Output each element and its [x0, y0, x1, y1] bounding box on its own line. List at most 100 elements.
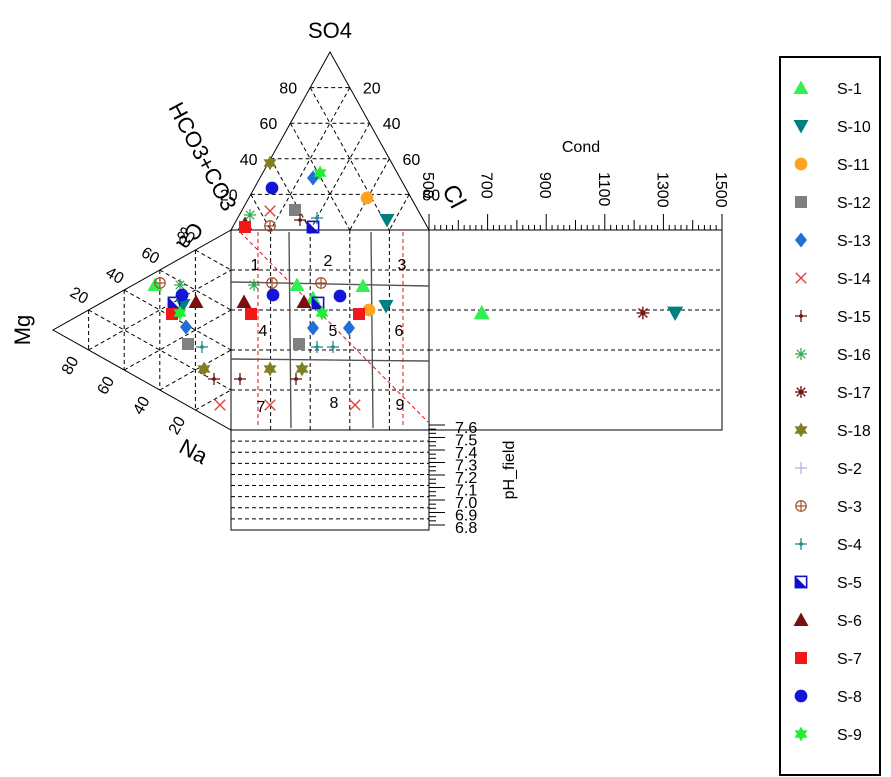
so4-tick-label: 60 [260, 116, 278, 133]
ca-tick-label: 60 [138, 244, 162, 268]
marker-stroke [264, 205, 276, 217]
diagram-frame [51, 50, 723, 531]
marker-shape [197, 361, 211, 377]
point-s-5 [306, 220, 320, 234]
marker-shape [293, 338, 305, 350]
anion-triangle [230, 50, 430, 231]
marker-stroke [245, 210, 255, 220]
red-guide-line [239, 231, 429, 423]
ph-box [230, 429, 430, 531]
point-s-9 [315, 305, 329, 321]
marker-shape [794, 726, 808, 742]
region-label: 6 [395, 323, 404, 340]
marker-shape [798, 389, 804, 395]
marker-shape [312, 297, 324, 309]
legend-label: S-2 [837, 461, 862, 478]
legend-label: S-5 [837, 575, 862, 592]
cation-grid-line [88, 269, 232, 351]
point-s-3 [315, 277, 327, 289]
point-s-4 [196, 341, 208, 353]
point-s-18 [197, 361, 211, 377]
legend-label: S-6 [837, 613, 862, 630]
ph-tick-label: 6.9 [455, 508, 477, 525]
ph-tick-label: 7.6 [455, 420, 477, 437]
marker-shape [173, 305, 187, 321]
legend-label: S-9 [837, 727, 862, 744]
region-divider [288, 231, 292, 429]
point-s-12 [182, 338, 194, 350]
point-s-15 [290, 373, 302, 385]
marker-shape [307, 320, 319, 336]
region-label: 3 [398, 257, 407, 274]
ca-tick-label: 20 [67, 284, 91, 308]
mg-axis-label: Mg [10, 315, 35, 346]
point-s-7 [245, 308, 257, 320]
point-s-15 [208, 373, 220, 385]
region-label: 9 [396, 397, 405, 414]
legend-marker [794, 726, 808, 742]
marker-shape [265, 181, 279, 195]
marker-shape [795, 576, 807, 588]
marker-stroke [349, 399, 361, 411]
legend-label: S-8 [837, 689, 862, 706]
point-s-7 [239, 221, 251, 233]
point-s-5 [311, 296, 325, 310]
marker-shape [188, 294, 204, 308]
point-s-12 [293, 338, 305, 350]
marker-shape [298, 218, 302, 222]
legend-marker [795, 500, 807, 512]
marker-shape [239, 221, 251, 233]
marker-shape [313, 165, 327, 181]
ph-tick-label: 7.5 [455, 433, 477, 450]
ph-tick-label: 7.0 [455, 495, 477, 512]
point-s-14 [264, 205, 276, 217]
point-s-6 [188, 294, 204, 308]
legend-marker [795, 348, 807, 360]
point-s-6 [296, 294, 312, 308]
point-s-13 [307, 320, 319, 336]
marker-shape [263, 361, 277, 377]
anion-grid-line [309, 87, 390, 231]
marker-stroke [796, 349, 806, 359]
cation-grid-line [195, 389, 232, 411]
region-label: 8 [330, 395, 339, 412]
marker-shape [295, 361, 309, 377]
marker-shape [794, 422, 808, 438]
anion-grid-line [270, 87, 351, 231]
ph-tick-label: 6.8 [455, 520, 477, 537]
so4-tick-label: 80 [279, 81, 297, 98]
axis-labels: SO4 HCO3+CO3 Cl Mg Na Ca Cond pH_field [10, 18, 600, 499]
ph-tick-label: 7.2 [455, 470, 477, 487]
point-s-11 [360, 191, 374, 205]
legend-label: S-10 [837, 119, 871, 136]
point-s-4 [327, 341, 339, 353]
point-s-13 [180, 319, 192, 335]
marker-shape [296, 294, 312, 308]
point-s-11 [362, 303, 376, 317]
marker-shape [238, 377, 242, 381]
anion-grid-line [250, 194, 272, 231]
data-points [147, 155, 684, 411]
legend-marker [795, 196, 807, 208]
region-label: 7 [257, 399, 266, 416]
legend-marker [795, 272, 807, 284]
cation-grid-line [195, 249, 232, 271]
ca-tick-label: 80 [174, 224, 198, 248]
marker-shape [331, 345, 335, 349]
marker-stroke [264, 399, 276, 411]
marker-shape [362, 303, 376, 317]
region-label: 5 [329, 323, 338, 340]
point-s-16 [244, 209, 256, 221]
point-s-1 [473, 305, 490, 320]
legend-label: S-11 [837, 157, 870, 174]
legend-label: S-15 [837, 309, 871, 326]
region-divider [230, 281, 430, 287]
marker-shape [245, 308, 257, 320]
marker-shape [168, 297, 180, 309]
marker-stroke [175, 280, 185, 290]
marker-shape [360, 191, 374, 205]
legend-marker [795, 232, 807, 248]
point-s-3 [154, 277, 166, 289]
cl-tick-label: 60 [403, 152, 421, 169]
na-tick-label: 20 [166, 414, 190, 438]
